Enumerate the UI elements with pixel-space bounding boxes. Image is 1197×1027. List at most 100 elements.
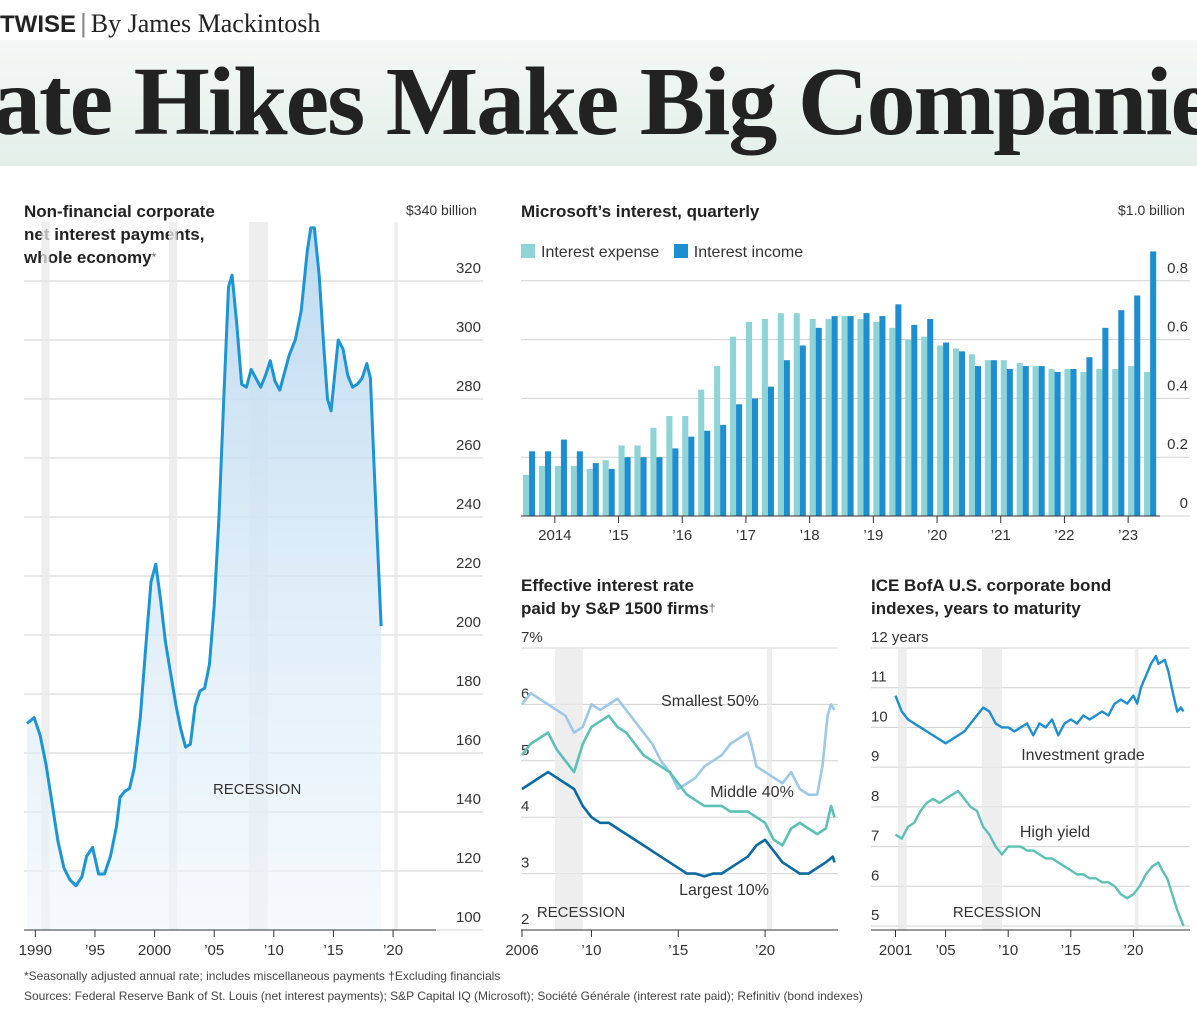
legend-item-expense: Interest expense (521, 244, 659, 261)
chart2-bar-income (624, 457, 631, 516)
chart4-line-1 (894, 654, 1185, 745)
chart1-title-line3: whole economy (24, 248, 152, 267)
chart4-line-2 (894, 789, 1185, 927)
chart1-xtick-label: ’05 (204, 942, 224, 959)
chart2-bar-expense (1016, 363, 1023, 516)
chart2-bar-expense (761, 319, 768, 516)
chart3-ytick-label: 3 (521, 855, 529, 872)
chart3-title: Effective interest rate paid by S&P 1500… (521, 574, 715, 620)
chart2-bar-income (799, 345, 806, 516)
footnote: *Seasonally adjusted annual rate; includ… (24, 969, 501, 983)
chart2-title: Microsoft’s interest, quarterly (521, 202, 760, 221)
chart2-bar-expense (873, 321, 880, 516)
chart2-bar-expense (523, 474, 530, 516)
chart4-xtick-label: ’05 (936, 942, 956, 959)
chart2-bar-income (911, 324, 918, 516)
chart4-xtick-label: 2001 (879, 942, 912, 959)
chart2-bar-expense (905, 339, 912, 516)
chart1-ytick-label: 300 (456, 319, 481, 336)
chart2-bar-income (990, 360, 997, 516)
chart4-ytick-label: 5 (871, 907, 879, 924)
chart2-legend: Interest expense Interest income (521, 244, 803, 262)
chart1-ytick-label: 160 (456, 732, 481, 749)
chart1-ytick-label: 180 (456, 673, 481, 690)
chart3-xtick-label: ’20 (755, 942, 775, 959)
chart2-xtick-label: ’23 (1118, 527, 1138, 544)
chart1-title: Non-financial corporate net interest pay… (24, 200, 215, 269)
chart2-bar-income (704, 430, 711, 516)
chart2-bar-expense (1128, 366, 1135, 516)
chart4-ytick-label: 9 (871, 748, 879, 765)
chart1-title-line2: net interest payments, (24, 225, 205, 244)
chart3-recession-band (554, 648, 583, 930)
chart1-ytick-label: 100 (456, 909, 481, 926)
chart3-title-line2: paid by S&P 1500 firms (521, 599, 709, 618)
legend-swatch-income (673, 244, 688, 258)
chart2-bar-expense (682, 416, 689, 516)
chart1-xtick-label: ’95 (85, 942, 105, 959)
chart4-title-line1: ICE BofA U.S. corporate bond (871, 576, 1112, 595)
chart2-bar-expense (841, 316, 848, 516)
chart2-bar-income (529, 451, 536, 516)
chart2-bar-income (576, 451, 583, 516)
chart1-ytick-label: 220 (456, 555, 481, 572)
chart2-bar-income (672, 448, 679, 516)
chart2-bar-expense (809, 319, 816, 516)
chart4-ytick-label: 6 (871, 867, 879, 884)
chart2-bar-income (752, 398, 759, 516)
chart4-recession-band (981, 648, 1002, 930)
chart2-bar-income (720, 424, 727, 516)
chart3-recession-band (766, 648, 773, 930)
chart2-bar-income (879, 316, 886, 516)
chart2-bar-expense (1144, 371, 1151, 516)
legend-label-income: Interest income (693, 244, 804, 261)
legend-swatch-expense (521, 244, 535, 258)
chart1-ytick-label: 120 (456, 850, 481, 867)
chart2-bar-income (1134, 295, 1141, 516)
chart3-xtick-label: ’10 (581, 942, 601, 959)
chart1-ytick-label: 280 (456, 378, 481, 395)
chart2-bar-expense (921, 336, 928, 516)
chart2-bar-expense (745, 321, 753, 516)
chart2-bar-expense (730, 336, 737, 516)
chart2-bar-income (959, 351, 966, 516)
chart2-xtick-label: ’19 (863, 527, 883, 544)
chart2-bar-expense (586, 468, 593, 516)
chart4-xtick-label: ’15 (1061, 942, 1081, 959)
chart2-bar-income (1038, 366, 1045, 516)
chart2-bar-income (783, 360, 790, 516)
chart1-line (26, 226, 383, 888)
chart4-ytick-label: 8 (871, 788, 879, 805)
chart2-bar-income (608, 468, 615, 516)
chart1-ytick-label: 200 (456, 614, 481, 631)
chart4-recession-band (898, 648, 907, 930)
chart2-bar-expense (666, 416, 673, 516)
chart2-bar-expense (825, 319, 832, 516)
chart2-ytick-label: 0 (1180, 495, 1188, 512)
chart4-title: ICE BofA U.S. corporate bond indexes, ye… (871, 574, 1111, 620)
chart1-title-mark: * (151, 250, 157, 264)
chart2-ytick-label: 0.2 (1167, 436, 1188, 453)
byline: TWISE | By James Mackintosh (0, 8, 320, 39)
chart2-bar-income (1086, 357, 1093, 516)
chart4-xtick-label: ’20 (1123, 942, 1143, 959)
chart4-ytick-label: 11 (871, 669, 887, 686)
chart1-title-line1: Non-financial corporate (24, 202, 215, 221)
chart2-bar-income (592, 463, 599, 516)
chart2-bar-income (656, 457, 663, 516)
chart2-xtick-label: 2014 (538, 527, 571, 544)
chart4-ytick-label: 7 (871, 828, 879, 845)
chart1-ytick-label: 320 (456, 260, 481, 277)
chart2-xtick-label: ’22 (1054, 527, 1074, 544)
chart2-bar-expense (793, 313, 800, 516)
chart4-title-line2: indexes, years to maturity (871, 599, 1081, 618)
chart2-bar-income (560, 439, 567, 516)
headline-band (0, 40, 1197, 166)
chart2-bar-income (544, 451, 552, 516)
chart2-bar-expense (1080, 371, 1087, 516)
chart4-ytick-label: 12 years (871, 629, 929, 646)
chart3-label-smallest50: Smallest 50% (661, 693, 759, 710)
chart2-bar-expense (1112, 369, 1119, 516)
chart3-line-1 (520, 691, 836, 796)
chart2-bar-income (847, 316, 854, 516)
